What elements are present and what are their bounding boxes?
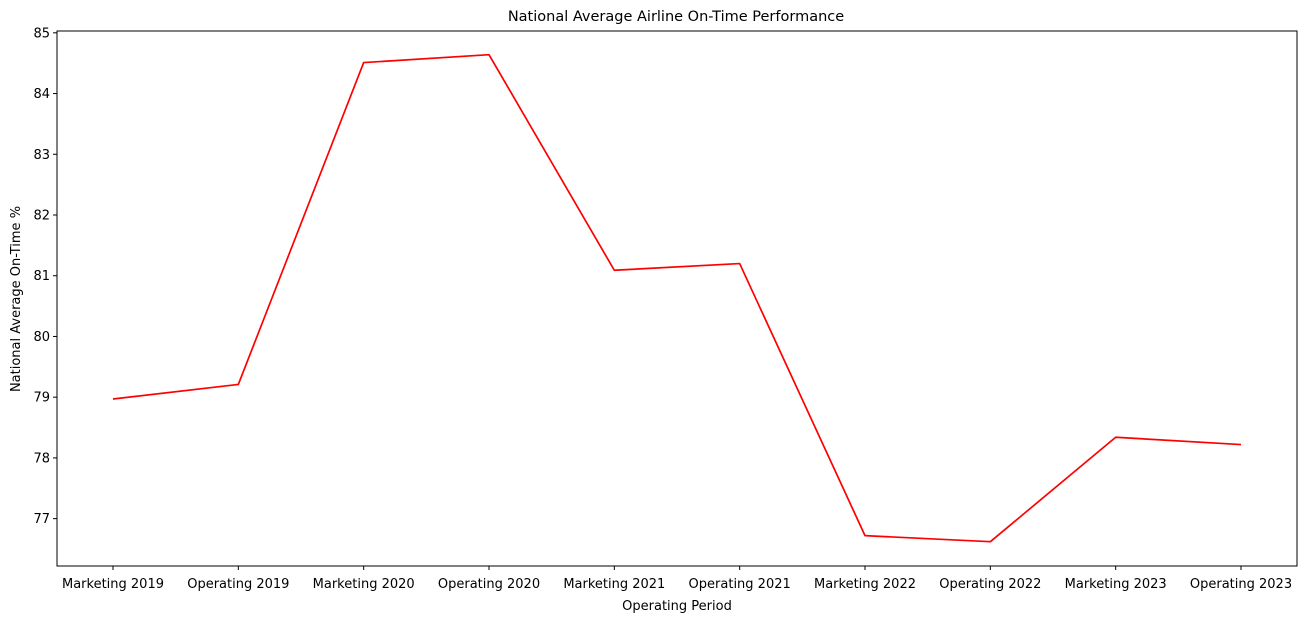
x-tick-label: Marketing 2020 — [313, 577, 415, 592]
y-axis-label: National Average On-Time % — [9, 206, 24, 392]
x-axis-label: Operating Period — [622, 599, 732, 614]
x-tick-label: Operating 2022 — [939, 577, 1041, 592]
y-tick-label: 84 — [33, 87, 50, 102]
y-tick-label: 81 — [33, 269, 50, 284]
x-tick-label: Marketing 2023 — [1065, 577, 1167, 592]
x-tick-label: Marketing 2022 — [814, 577, 916, 592]
x-tick-label: Operating 2021 — [689, 577, 791, 592]
x-tick-label: Marketing 2019 — [62, 577, 164, 592]
y-tick-label: 85 — [33, 26, 50, 41]
x-tick-label: Operating 2020 — [438, 577, 540, 592]
plot-frame — [56, 30, 1298, 567]
x-axis: Marketing 2019 Operating 2019 Marketing 20… — [62, 566, 1292, 592]
y-axis: 77 78 79 80 81 82 83 84 85 — [33, 26, 57, 527]
y-tick-label: 79 — [33, 391, 50, 406]
y-tick-label: 77 — [33, 512, 50, 527]
y-tick-label: 78 — [33, 451, 50, 466]
y-tick-label: 80 — [33, 330, 50, 345]
x-tick-label: Operating 2023 — [1190, 577, 1292, 592]
chart-title: National Average Airline On-Time Perform… — [508, 9, 844, 25]
y-tick-label: 82 — [33, 209, 50, 224]
x-tick-label: Operating 2019 — [187, 577, 289, 592]
x-tick-label: Marketing 2021 — [563, 577, 665, 592]
series-line — [112, 53, 1242, 543]
y-tick-label: 83 — [33, 148, 50, 163]
